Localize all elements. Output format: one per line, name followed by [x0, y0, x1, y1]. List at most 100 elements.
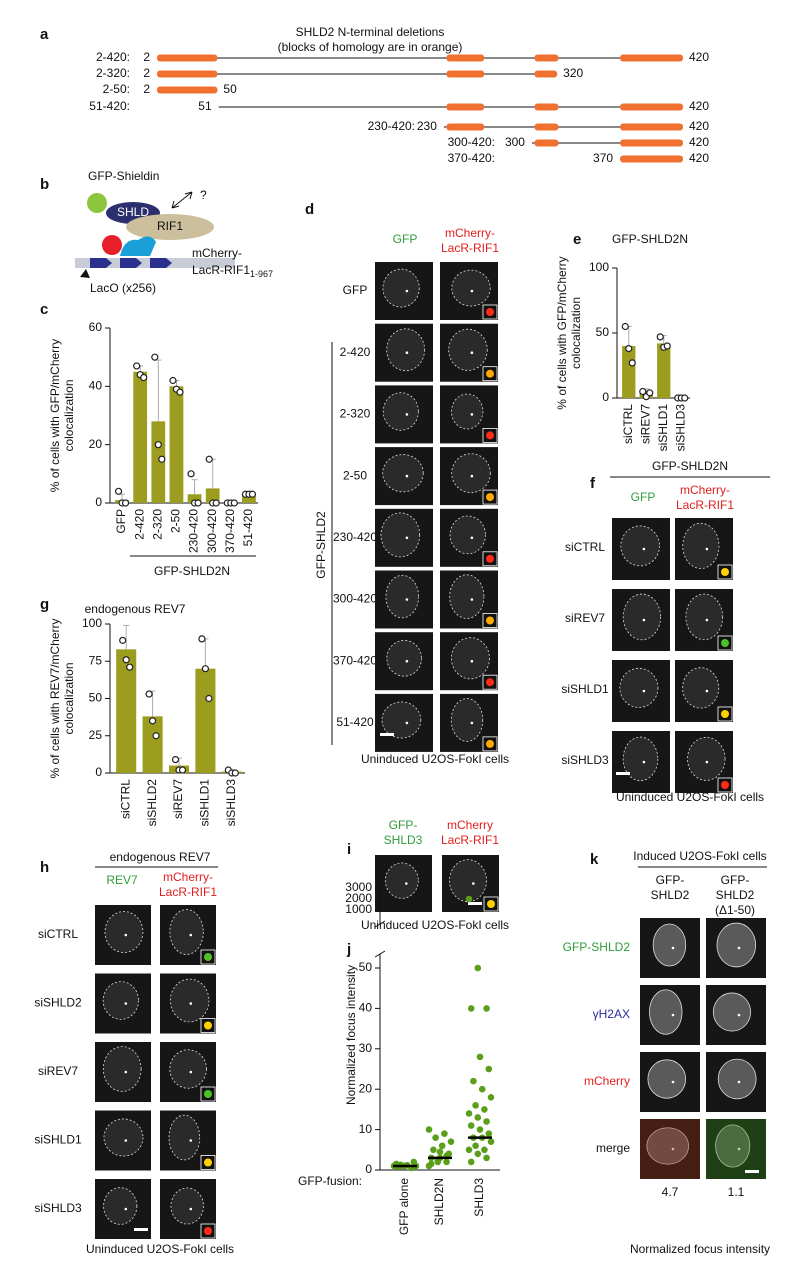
data-point — [149, 717, 157, 725]
data-point — [465, 895, 473, 903]
panel-letter: f — [590, 475, 596, 492]
end-label: 420 — [689, 50, 709, 64]
y-tick-label: 75 — [89, 653, 103, 667]
x-tick-label: siSHLD1 — [198, 779, 212, 827]
row-label: 230-420 — [333, 530, 377, 544]
homology-block — [446, 123, 485, 131]
laco-repeat — [120, 258, 142, 268]
y-tick-label: 0 — [95, 765, 102, 779]
inset-focus — [486, 431, 494, 440]
inset-focus — [721, 781, 729, 789]
focus — [470, 351, 474, 355]
focus — [642, 689, 646, 693]
data-point — [425, 1126, 433, 1133]
label: LacR-RIF1 — [159, 885, 217, 899]
data-point — [205, 455, 213, 463]
data-point — [474, 964, 482, 972]
value-label: 1.1 — [728, 1185, 745, 1199]
row-label: siREV7 — [38, 1064, 78, 1078]
data-point — [230, 499, 238, 507]
data-point — [438, 1142, 446, 1150]
data-point — [430, 1146, 437, 1154]
row-label: siSHLD3 — [561, 753, 609, 767]
y-axis-label: colocalization — [62, 379, 76, 451]
y-axis-label: % of cells with REV7/mCherry — [48, 618, 62, 778]
data-point — [436, 1148, 444, 1156]
data-point — [152, 732, 160, 740]
data-point — [663, 342, 671, 350]
nucleus — [103, 1118, 144, 1157]
y-tick-label: 0 — [95, 495, 102, 509]
group-label: GFP-SHLD2N — [154, 564, 230, 578]
x-tick-label: siSHLD1 — [656, 404, 670, 452]
start-label: 2 — [143, 66, 150, 80]
label: LacR-RIF1 — [441, 241, 499, 255]
subscript: 1-967 — [250, 269, 273, 279]
bar — [205, 488, 220, 503]
y-axis-label: colocalization — [62, 662, 76, 734]
homology-block — [620, 155, 683, 163]
nucleus — [715, 1124, 751, 1168]
y-tick-label: 50 — [359, 960, 373, 974]
row-label: 51-420 — [336, 715, 374, 729]
bar — [151, 421, 166, 503]
y-tick-label: 0 — [365, 1162, 372, 1176]
focus — [189, 1070, 193, 1074]
value-label: 4.7 — [662, 1185, 679, 1199]
focus — [737, 946, 741, 950]
focus — [705, 689, 709, 693]
x-tick-label: siCTRL — [621, 404, 635, 444]
homology-block — [157, 86, 218, 94]
focus — [405, 351, 409, 355]
focus — [642, 760, 646, 764]
y-tick-label: 1000 — [345, 902, 372, 916]
data-point — [465, 1146, 473, 1154]
construct-label: LacR-RIF11-967 — [192, 263, 273, 279]
nucleus — [386, 640, 422, 677]
merge-tint — [706, 1119, 766, 1179]
nucleus — [620, 525, 660, 567]
data-point — [474, 1114, 482, 1121]
focus — [737, 1080, 741, 1084]
nucleus — [619, 667, 659, 708]
construct-label: 2-320: — [96, 66, 130, 80]
label: ? — [200, 188, 207, 202]
x-tick-label: SHLD3 — [472, 1178, 486, 1217]
label: GFP-Shieldin — [88, 169, 159, 183]
data-point — [212, 499, 220, 507]
arrow — [171, 191, 193, 209]
panel-letter: i — [347, 841, 351, 858]
row-label: mCherry — [584, 1074, 630, 1088]
data-point — [158, 455, 166, 463]
data-point — [171, 755, 180, 764]
bar — [242, 494, 256, 503]
inset-focus — [486, 308, 494, 316]
data-point — [447, 1138, 455, 1146]
focus — [737, 1147, 741, 1151]
row-label: 2-420 — [340, 345, 371, 359]
label: mCherry- — [163, 870, 213, 884]
label: (Δ1-50) — [715, 903, 755, 917]
nucleus — [382, 454, 424, 493]
end-label: 420 — [689, 135, 709, 149]
inset-focus — [486, 369, 494, 378]
bar — [657, 343, 671, 398]
panel-letter: e — [573, 231, 581, 248]
x-tick-label: siREV7 — [638, 404, 652, 444]
homology-block — [446, 70, 485, 78]
x-tick-label: GFP alone — [397, 1178, 411, 1235]
nucleus — [381, 701, 422, 739]
homology-block — [534, 123, 559, 131]
data-point — [151, 353, 159, 361]
nucleus — [168, 1114, 201, 1161]
y-tick-label: 50 — [596, 325, 610, 339]
focus — [470, 536, 474, 540]
row-label: γH2AX — [593, 1007, 630, 1021]
y-tick-label: 0 — [602, 390, 609, 404]
label: GFP- — [389, 818, 418, 832]
merge-tint — [640, 1119, 700, 1179]
data-point — [487, 1138, 495, 1146]
nucleus — [448, 328, 488, 371]
x-tick-label: 300-420 — [205, 509, 219, 553]
data-point — [639, 387, 647, 396]
